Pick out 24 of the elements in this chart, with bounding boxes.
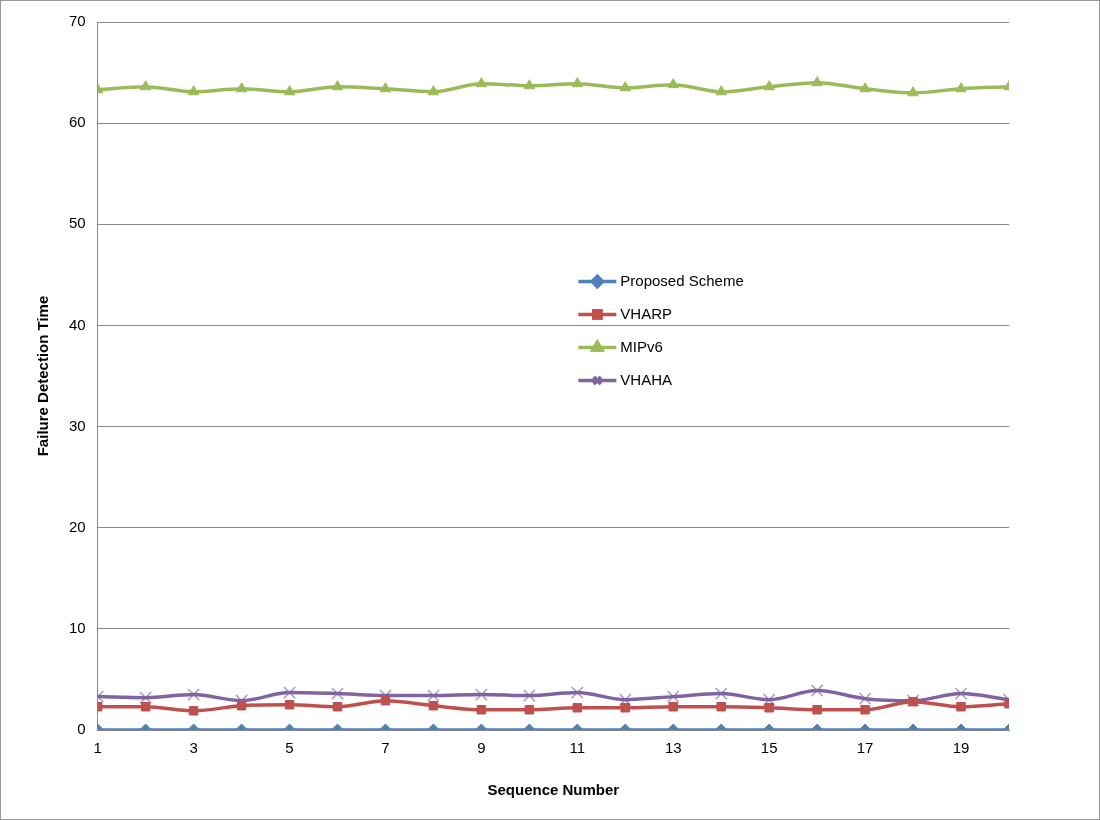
y-tick-label: 70 bbox=[69, 12, 86, 30]
y-tick-label: 10 bbox=[69, 619, 86, 636]
y-tick-label: 60 bbox=[69, 113, 86, 131]
y-tick-label: 30 bbox=[69, 416, 86, 434]
y-tick-label: 40 bbox=[69, 315, 86, 333]
x-tick-label: 9 bbox=[477, 739, 486, 757]
legend-label: Proposed Scheme bbox=[620, 271, 744, 289]
x-tick-label: 7 bbox=[381, 739, 390, 757]
y-axis-title: Failure Detection Time bbox=[34, 295, 52, 457]
x-tick-label: 1 bbox=[93, 739, 102, 757]
y-tick-label: 20 bbox=[69, 517, 86, 535]
x-tick-label: 11 bbox=[569, 739, 586, 757]
x-tick-label: 19 bbox=[952, 739, 970, 757]
legend-label: VHAHA bbox=[620, 370, 673, 388]
legend-label: VHARP bbox=[620, 304, 673, 322]
x-tick-label: 13 bbox=[664, 739, 682, 757]
x-tick-label: 3 bbox=[189, 739, 198, 757]
x-tick-label: 15 bbox=[760, 739, 778, 757]
x-tick-label: 5 bbox=[285, 739, 294, 757]
x-tick-label: 17 bbox=[856, 739, 874, 757]
x-axis-title: Sequence Number bbox=[487, 781, 620, 799]
y-tick-label: 0 bbox=[77, 720, 86, 738]
legend-label: MIPv6 bbox=[620, 337, 663, 355]
y-tick-label: 50 bbox=[69, 214, 86, 232]
